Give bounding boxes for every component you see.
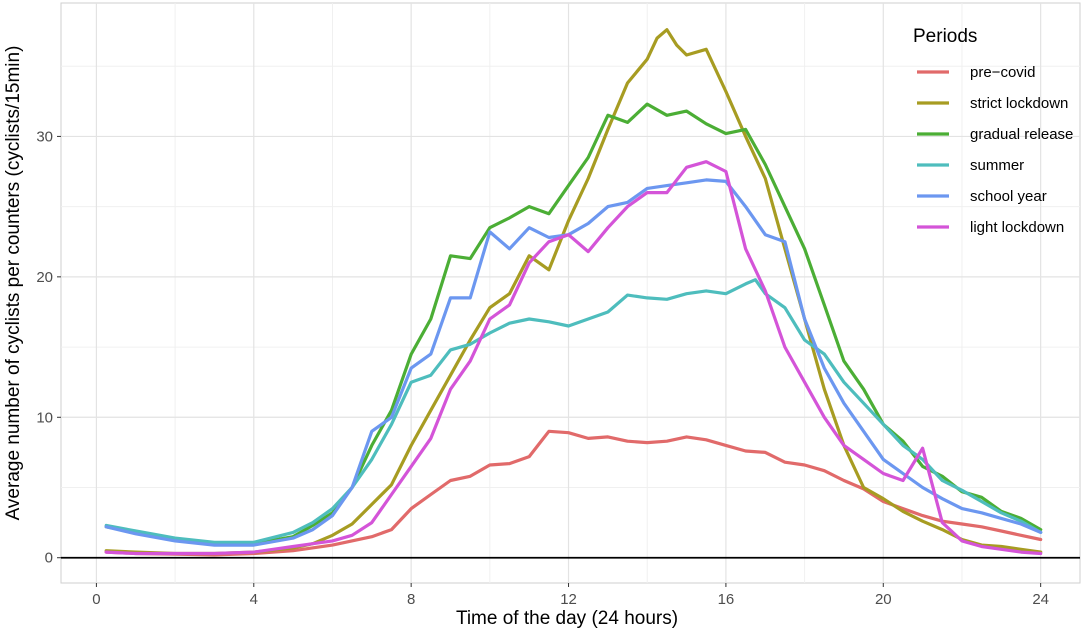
legend: Periods pre−covid strict lockdown gradual … (913, 26, 1073, 236)
legend-label: strict lockdown (970, 95, 1068, 112)
legend-title: Periods (913, 26, 977, 47)
series-line (104, 178, 1043, 547)
legend-label: school year (970, 188, 1047, 205)
y-tick-label: 10 (36, 409, 53, 426)
legend-label: gradual release (970, 126, 1073, 143)
series-line (104, 278, 1043, 544)
plot-series (61, 28, 1080, 559)
axis-ticks: 0 4 8 12 16 20 24 0 10 20 30 (36, 128, 1049, 608)
plot-panel (60, 2, 1081, 584)
x-tick-label: 12 (560, 591, 577, 608)
y-axis-title: Average number of cyclists per counters … (3, 46, 24, 521)
x-axis-title: Time of the day (24 hours) (456, 608, 678, 629)
x-tick-label: 0 (92, 591, 100, 608)
legend-label: light lockdown (970, 219, 1064, 236)
y-tick-label: 0 (45, 550, 53, 567)
x-tick-label: 16 (718, 591, 735, 608)
series-line (104, 429, 1043, 557)
y-tick-label: 30 (36, 128, 53, 145)
x-tick-label: 4 (250, 591, 258, 608)
legend-label: summer (970, 157, 1024, 174)
plot-grid (60, 2, 1081, 584)
series-line (104, 28, 1043, 556)
x-tick-label: 20 (875, 591, 892, 608)
series-line (104, 160, 1043, 556)
y-tick-label: 20 (36, 269, 53, 286)
x-tick-label: 8 (407, 591, 415, 608)
x-tick-label: 24 (1032, 591, 1049, 608)
legend-label: pre−covid (970, 64, 1035, 81)
